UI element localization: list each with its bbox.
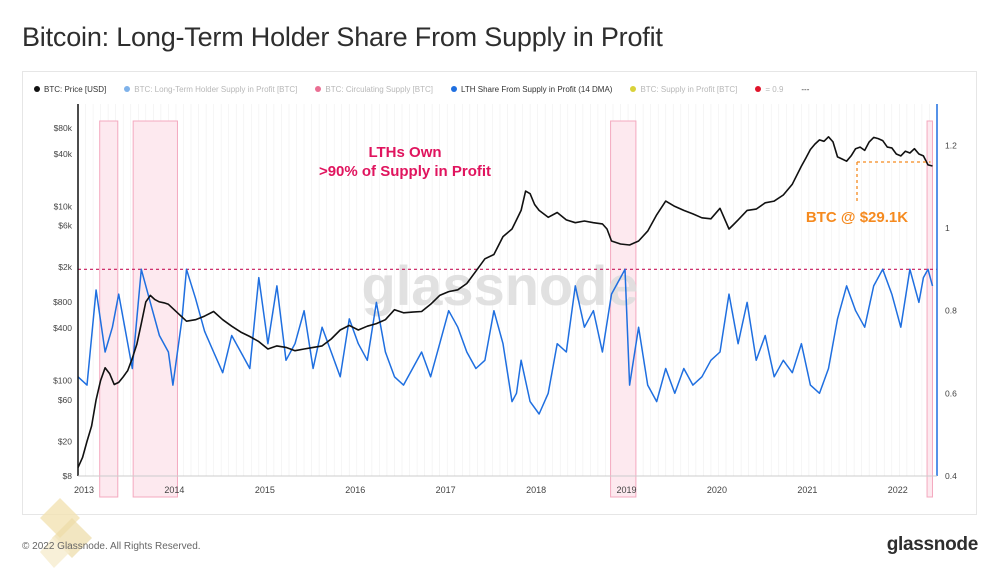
- annotation-leader-lines: [856, 161, 931, 203]
- legend-item-price[interactable]: BTC: Price [USD]: [34, 85, 106, 94]
- lth-share-series: [77, 268, 934, 415]
- copyright-text: © 2022 Glassnode. All Rights Reserved.: [22, 541, 201, 552]
- annotations: LTHs Own >90% of Supply in Profit BTC @ …: [319, 144, 931, 226]
- lth-note-line2: >90% of Supply in Profit: [319, 163, 491, 180]
- legend-item-threshold[interactable]: = 0.9: [755, 85, 783, 94]
- x-tick-label: 2017: [436, 485, 456, 495]
- y-left-tick-label: $400: [53, 323, 72, 333]
- y-right-tick-label: 1: [945, 223, 950, 233]
- legend-label: BTC: Long-Term Holder Supply in Profit […: [134, 84, 298, 94]
- brand-logo: glassnode: [886, 534, 979, 555]
- legend-item-lth-supply-profit[interactable]: BTC: Long-Term Holder Supply in Profit […: [124, 85, 297, 94]
- chart-legend: BTC: Price [USD] BTC: Long-Term Holder S…: [34, 82, 809, 96]
- y-left-tick-label: $80k: [54, 123, 73, 133]
- legend-item-lth-share[interactable]: LTH Share From Supply in Profit (14 DMA): [451, 85, 612, 94]
- legend-label: BTC: Circulating Supply [BTC]: [325, 84, 433, 94]
- decorative-diamond-icon: [40, 498, 92, 568]
- x-tick-label: 2022: [888, 485, 908, 495]
- legend-label: ---: [801, 84, 810, 94]
- x-tick-label: 2013: [74, 485, 94, 495]
- x-tick-label: 2020: [707, 485, 727, 495]
- x-tick-label: 2015: [255, 485, 275, 495]
- legend-item-supply-profit[interactable]: BTC: Supply in Profit [BTC]: [630, 85, 737, 94]
- chart-frame: [22, 71, 977, 515]
- y-left-tick-label: $6k: [58, 221, 72, 231]
- y-left-tick-label: $800: [53, 297, 72, 307]
- y-left-tick-label: $60: [58, 395, 72, 405]
- highlight-period-band: [926, 120, 933, 498]
- y-left-tick-label: $10k: [54, 201, 73, 211]
- price-series: [77, 136, 933, 468]
- legend-label: BTC: Supply in Profit [BTC]: [640, 84, 738, 94]
- x-tick-label: 2016: [345, 485, 365, 495]
- legend-item-more[interactable]: ---: [801, 85, 809, 94]
- y-right-tick-label: 0.8: [945, 306, 957, 316]
- y-left-axis-ticks: $8 $20 $60 $100 $400 $800 $2k $6k $10k $40k $80k: [53, 123, 73, 481]
- legend-label: = 0.9: [765, 84, 784, 94]
- page-title: Bitcoin: Long-Term Holder Share From Sup…: [22, 22, 663, 52]
- legend-dot-icon: [124, 86, 131, 92]
- y-left-tick-label: $2k: [58, 262, 72, 272]
- btc-price-note: BTC @ $29.1K: [806, 209, 908, 226]
- x-tick-label: 2021: [797, 485, 817, 495]
- btc-price-line: [77, 136, 933, 468]
- x-axis-ticks: 2013 2014 2015 2016 2017 2018 2019 2020 2021 2022: [74, 485, 908, 495]
- legend-dot-icon: [315, 86, 322, 92]
- y-right-tick-label: 1.2: [945, 140, 957, 150]
- lth-share-line: [77, 268, 934, 415]
- y-left-tick-label: $40k: [54, 149, 73, 159]
- x-tick-label: 2019: [617, 485, 637, 495]
- highlight-period-band: [132, 120, 178, 498]
- watermark-text: glassnode: [362, 254, 639, 317]
- legend-dot-icon: [451, 86, 457, 92]
- axes: [77, 104, 938, 477]
- y-left-tick-label: $8: [63, 471, 73, 481]
- y-left-tick-label: $100: [53, 376, 72, 386]
- y-right-tick-label: 0.6: [945, 388, 957, 398]
- legend-dot-icon: [755, 86, 762, 92]
- lth-note-line1: LTHs Own: [368, 144, 441, 161]
- legend-label: LTH Share From Supply in Profit (14 DMA): [461, 84, 613, 94]
- legend-label: BTC: Price [USD]: [44, 84, 107, 94]
- highlight-period-band: [99, 120, 119, 498]
- legend-item-circulating-supply[interactable]: BTC: Circulating Supply [BTC]: [315, 85, 433, 94]
- highlight-period-band: [610, 120, 637, 498]
- highlight-periods: [99, 120, 933, 498]
- legend-dot-icon: [630, 86, 637, 92]
- y-right-axis-ticks: 0.4 0.6 0.8 1 1.2: [945, 140, 957, 481]
- x-tick-label: 2014: [164, 485, 184, 495]
- y-left-tick-label: $20: [58, 436, 72, 446]
- y-right-tick-label: 0.4: [945, 471, 957, 481]
- x-tick-label: 2018: [526, 485, 546, 495]
- legend-dot-icon: [34, 86, 40, 92]
